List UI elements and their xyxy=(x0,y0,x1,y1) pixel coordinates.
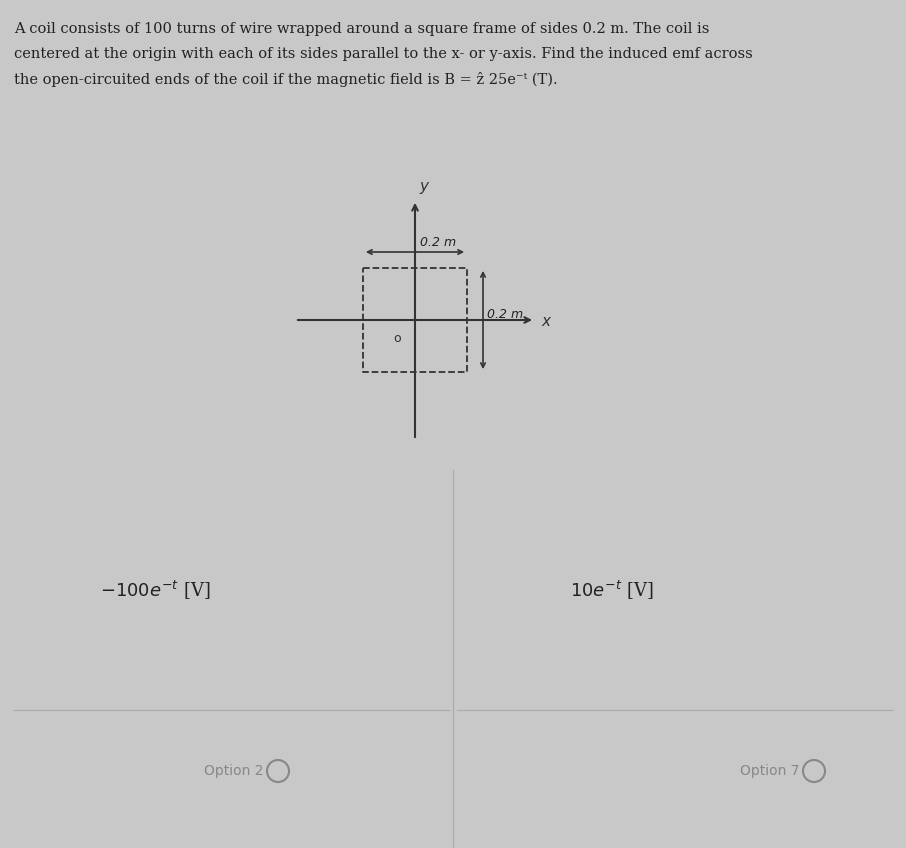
Text: 0.2 m: 0.2 m xyxy=(487,309,523,321)
Text: centered at the origin with each of its sides parallel to the x- or y-axis. Find: centered at the origin with each of its … xyxy=(14,47,753,61)
Text: y: y xyxy=(419,179,428,194)
Text: A coil consists of 100 turns of wire wrapped around a square frame of sides 0.2 : A coil consists of 100 turns of wire wra… xyxy=(14,22,709,36)
Text: Option 7: Option 7 xyxy=(740,764,800,778)
Text: x: x xyxy=(541,315,550,330)
Text: o: o xyxy=(393,332,401,345)
Text: Option 2: Option 2 xyxy=(205,764,264,778)
Text: $-100e^{-t}$ [V]: $-100e^{-t}$ [V] xyxy=(100,578,210,601)
Text: $10e^{-t}$ [V]: $10e^{-t}$ [V] xyxy=(570,578,654,601)
Text: 0.2 m: 0.2 m xyxy=(420,236,456,249)
Text: the open-circuited ends of the coil if the magnetic field is B = ẑ 25e⁻ᵗ (T).: the open-circuited ends of the coil if t… xyxy=(14,72,557,87)
